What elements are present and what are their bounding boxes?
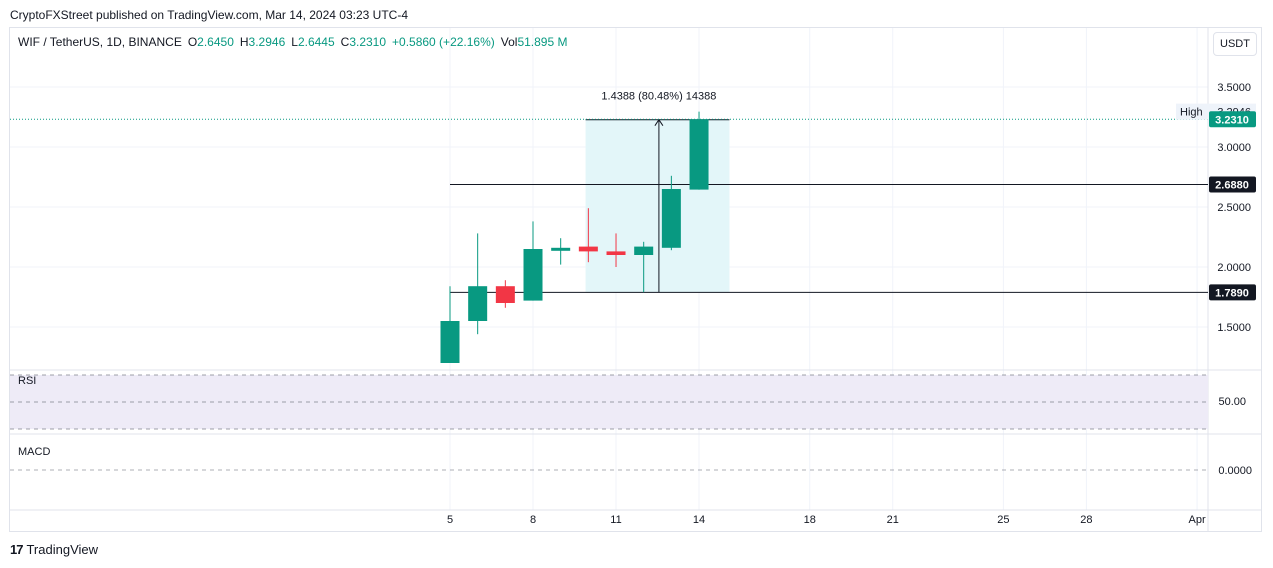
x-tick-label: 25 <box>997 514 1009 526</box>
y-tick-label: 3.5000 <box>1217 82 1251 94</box>
y-tick-label: 2.0000 <box>1217 262 1251 274</box>
ohlc-values: O 2.6450 H 3.2946 L 2.6445 C 3.2310 +0.5860 … <box>188 35 568 49</box>
candle-body <box>578 246 598 252</box>
volume-value: 51.895 M <box>517 35 568 49</box>
low-label: L <box>291 35 298 49</box>
horizontal-line-price-tag <box>1209 176 1256 193</box>
candle-body <box>661 189 681 248</box>
tradingview-logo-icon: 17 <box>10 542 24 557</box>
x-tick-label: 11 <box>610 514 621 526</box>
rsi-title: RSI <box>18 375 36 387</box>
y-tick-label: 2.5000 <box>1217 202 1251 214</box>
price-range-label: 1.4388 (80.48%) 14388 <box>601 91 716 103</box>
volume-label: Vol <box>500 35 518 49</box>
candle-body <box>468 286 488 321</box>
horizontal-line-price-label: 2.6880 <box>1215 179 1249 191</box>
horizontal-line-price-label: 1.7890 <box>1215 287 1249 299</box>
chart-panel[interactable] <box>9 27 1262 532</box>
high-label: H <box>239 35 249 49</box>
x-tick-label: 14 <box>693 514 705 526</box>
close-label: C <box>340 35 350 49</box>
candle-body <box>495 286 515 303</box>
candle-body <box>634 246 654 255</box>
currency-button[interactable]: USDT <box>1213 32 1257 56</box>
publisher-line: CryptoFXStreet published on TradingView.… <box>10 8 408 22</box>
open-label: O <box>187 35 198 49</box>
candle-body <box>606 251 626 255</box>
last-price-label: 3.2310 <box>1215 114 1249 126</box>
x-tick-label: 21 <box>887 514 899 526</box>
last-price-tag <box>1209 111 1256 128</box>
symbol-title[interactable]: WIF / TetherUS, 1D, BINANCE <box>18 35 182 49</box>
symbol-legend: WIF / TetherUS, 1D, BINANCE O 2.6450 H 3.2… <box>18 35 568 49</box>
open-value: 2.6450 <box>197 35 234 49</box>
rsi-band <box>10 375 1208 429</box>
candle-body <box>551 247 571 251</box>
candle-body <box>440 321 460 363</box>
x-tick-label: 5 <box>447 514 453 526</box>
y-tick-label: 3.0000 <box>1217 142 1251 154</box>
rsi-mid-label: 50.00 <box>1218 396 1246 408</box>
high-marker-label: High <box>1180 107 1203 119</box>
macd-zero-label: 0.0000 <box>1218 465 1252 477</box>
high-value: 3.2946 <box>248 35 286 49</box>
change-value: +0.5860 (+22.16%) <box>392 35 495 49</box>
low-value: 2.6445 <box>297 35 335 49</box>
horizontal-line-price-tag <box>1209 284 1256 301</box>
candle-body <box>523 249 543 301</box>
x-tick-label: 28 <box>1080 514 1092 526</box>
x-tick-label: Apr <box>1189 514 1206 526</box>
x-tick-label: 8 <box>530 514 536 526</box>
y-tick-label: 1.5000 <box>1217 322 1251 334</box>
footer-brand-text: TradingView <box>26 542 99 557</box>
macd-title: MACD <box>18 446 50 458</box>
close-value: 3.2310 <box>349 35 387 49</box>
footer-brand[interactable]: 17 TradingView <box>10 542 98 557</box>
x-tick-label: 18 <box>804 514 816 526</box>
candle-body <box>689 119 709 190</box>
